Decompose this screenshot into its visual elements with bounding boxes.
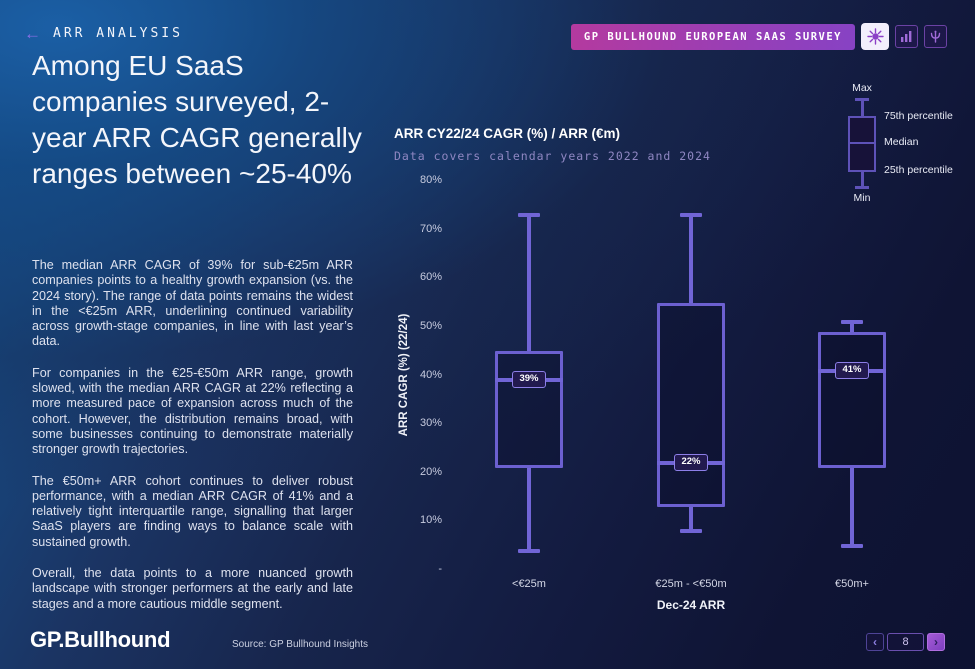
y-tick-label: 70% [419,222,442,235]
bar-chart-icon [901,31,912,42]
y-tick-label: 50% [419,319,442,332]
slide-headline: Among EU SaaS companies surveyed, 2-year… [32,50,362,189]
legend-min-cap [855,186,869,189]
legend-box [848,116,876,172]
legend-median-label: Median [884,136,919,148]
paragraph-2: For companies in the €25-€50m ARR range,… [32,365,353,457]
page-kicker: ARR ANALYSIS [53,26,183,41]
psi-icon-button[interactable] [924,25,947,48]
survey-badge-label: GP BULLHOUND EUROPEAN SAAS SURVEY [583,30,842,43]
y-tick-label: 30% [419,417,442,430]
lower-whisker [689,506,693,532]
chart-title: ARR CY22/24 CAGR (%) / ARR (€m) [394,126,621,141]
min-cap [680,529,702,534]
legend-max-label: Max [852,82,872,94]
header: ← ARR ANALYSIS [24,25,183,42]
next-page-button[interactable]: › [927,633,945,651]
y-tick-label: 80% [419,174,442,186]
psi-icon [930,30,941,43]
back-arrow-icon[interactable]: ← [24,24,41,43]
survey-badge[interactable]: GP BULLHOUND EUROPEAN SAAS SURVEY [570,23,855,50]
page-number[interactable]: 8 [887,633,924,651]
legend-lower-whisker [860,172,864,188]
x-category-label: €50m+ [835,578,869,590]
iqr-box [657,302,725,507]
legend-min-label: Min [853,192,871,204]
paragraph-1: The median ARR CAGR of 39% for sub-€25m … [32,258,353,349]
upper-whisker [689,215,693,303]
body-copy: The median ARR CAGR of 39% for sub-€25m … [32,258,353,628]
boxplot-legend: Max Min 75th percentile Median 25th perc… [836,82,975,206]
bar-chart-icon-button[interactable] [895,25,918,48]
paragraph-3: The €50m+ ARR cohort continues to delive… [32,473,353,549]
legend-75th-label: 75th percentile [884,110,953,122]
legend-median-line [848,142,876,144]
max-cap [680,213,702,218]
pagination: ‹ 8 › [866,633,945,651]
source-note: Source: GP Bullhound Insights [232,639,369,650]
upper-whisker [850,322,854,332]
y-tick-label: 10% [419,514,442,527]
max-cap [841,320,863,324]
legend-upper-whisker [860,98,864,116]
lower-whisker [527,467,531,551]
survey-badge-group: GP BULLHOUND EUROPEAN SAAS SURVEY [570,23,947,50]
y-tick-label: 40% [419,368,442,381]
legend-25th-label: 25th percentile [884,164,953,176]
y-tick-label: 20% [419,465,442,478]
x-category-label: €25m - <€50m [655,578,727,590]
iqr-box [495,351,563,468]
y-tick-label: - [438,563,442,575]
x-axis-label: Dec-24 ARR [656,598,726,612]
iqr-box [818,331,886,468]
chart-subtitle: Data covers calendar years 2022 and 2024 [394,149,711,163]
upper-whisker [527,215,531,352]
gp-bullhound-logo: GP.Bullhound [30,627,171,652]
paragraph-4: Overall, the data points to a more nuanc… [32,566,353,611]
virus-starburst-icon [866,28,884,45]
median-value-chip: 41% [835,361,869,379]
lower-whisker [850,467,854,546]
x-category-label: <€25m [512,578,546,590]
virus-icon-button[interactable] [861,23,889,50]
min-cap [518,548,540,553]
y-tick-label: 60% [419,271,442,284]
prev-page-button[interactable]: ‹ [866,633,884,651]
median-value-chip: 39% [512,371,546,389]
min-cap [841,543,863,548]
median-value-chip: 22% [674,454,708,472]
max-cap [518,213,540,218]
